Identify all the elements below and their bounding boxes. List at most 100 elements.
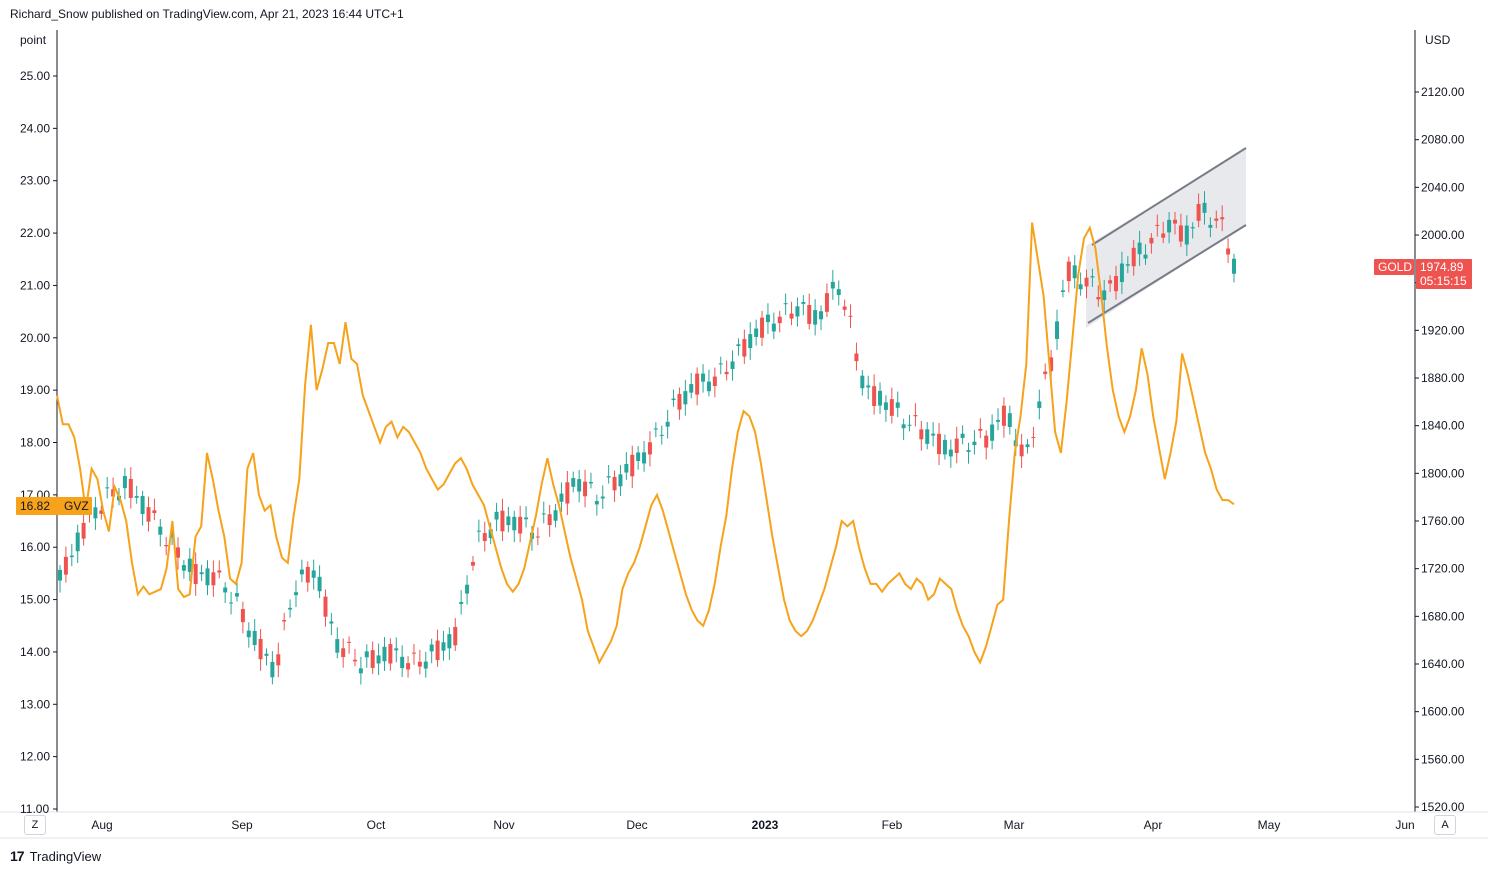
x-tick-label: Oct — [367, 818, 386, 832]
candle-body — [199, 572, 204, 575]
candle-body — [1190, 227, 1195, 229]
candle-body — [1125, 264, 1130, 266]
candle-body — [470, 561, 475, 566]
candle-body — [1143, 254, 1148, 259]
gvz-last-value: 16.82 — [20, 499, 50, 513]
candle-body — [394, 648, 399, 651]
rising-channel[interactable] — [1086, 147, 1247, 328]
candle-body — [376, 655, 381, 664]
candle-body — [712, 376, 717, 386]
candle-body — [1078, 284, 1083, 290]
zoom-toggle-button[interactable]: Z — [24, 815, 46, 835]
candle-body — [335, 639, 340, 653]
left-tick-label: 15.00 — [20, 593, 50, 607]
candle-body — [311, 570, 316, 578]
candle-body — [642, 452, 647, 464]
x-tick-label: Apr — [1144, 818, 1163, 832]
candle-body — [1114, 276, 1119, 292]
candle-body — [1043, 371, 1048, 375]
right-tick-label: 2120.00 — [1421, 85, 1465, 99]
candle-body — [99, 510, 104, 514]
candle-body — [600, 496, 605, 499]
right-tick-label: 1600.00 — [1421, 705, 1465, 719]
x-tick-label: Feb — [882, 818, 903, 832]
time-axis[interactable]: Aug Sep Oct Nov Dec 2023 Feb Mar Apr May Jun — [91, 818, 1414, 832]
right-axis-unit: USD — [1425, 33, 1451, 47]
candle-body — [146, 507, 151, 522]
gvz-value-label: 16.82 GVZ — [16, 497, 92, 515]
candle-body — [234, 593, 239, 597]
candle-body — [1102, 290, 1107, 301]
x-tick-label: Mar — [1004, 818, 1025, 832]
right-tick-label: 1840.00 — [1421, 419, 1465, 433]
candle-body — [565, 482, 570, 504]
attribution-text: Richard_Snow published on TradingView.co… — [10, 7, 404, 21]
candle-body — [93, 507, 98, 519]
candle-body — [358, 668, 363, 674]
candle-body — [948, 449, 953, 457]
candle-body — [1173, 219, 1178, 224]
candle-body — [695, 373, 700, 395]
left-tick-label: 18.00 — [20, 436, 50, 450]
candle-body — [925, 429, 930, 444]
tradingview-logo-icon: 17 — [10, 848, 25, 864]
candle-body — [1072, 265, 1077, 279]
candle-body — [152, 510, 157, 514]
candle-body — [883, 402, 888, 410]
candle-body — [1131, 247, 1136, 267]
candle-body — [453, 626, 458, 646]
candle-body — [689, 384, 694, 393]
candle-body — [1060, 290, 1065, 292]
candle-body — [1066, 261, 1071, 282]
candle-body — [1049, 357, 1054, 372]
candle-body — [1155, 224, 1160, 226]
candle-body — [913, 415, 918, 417]
candle-body — [128, 478, 133, 499]
candle-body — [1055, 321, 1060, 339]
candle-body — [264, 653, 269, 656]
candle-body — [1196, 203, 1201, 221]
channel-upper-line — [1091, 147, 1247, 246]
candle-body — [594, 501, 599, 505]
candle-body — [931, 433, 936, 436]
candle-body — [518, 516, 523, 534]
candle-body — [417, 661, 422, 667]
x-tick-label: Dec — [626, 818, 647, 832]
candle-body — [240, 609, 245, 623]
candle-body — [618, 474, 623, 487]
candle-body — [990, 424, 995, 441]
candle-body — [406, 663, 411, 670]
left-tick-label: 14.00 — [20, 645, 50, 659]
gold-countdown: 05:15:15 — [1420, 274, 1467, 288]
candle-body — [122, 475, 127, 489]
candle-body — [677, 394, 682, 410]
candle-body — [58, 569, 62, 581]
candle-body — [1214, 218, 1219, 221]
candle-body — [665, 421, 670, 427]
candle-body — [807, 304, 812, 324]
candle-body — [872, 386, 877, 406]
candle-body — [317, 576, 322, 592]
candle-body — [636, 452, 641, 462]
candle-body — [1007, 413, 1012, 428]
candle-body — [252, 630, 257, 646]
candle-body — [577, 479, 582, 492]
auto-scale-button[interactable]: A — [1434, 815, 1456, 835]
candle-body — [978, 428, 983, 431]
candle-body — [760, 317, 765, 338]
candle-body — [824, 293, 829, 312]
candle-body — [506, 516, 511, 526]
candle-body — [889, 399, 894, 416]
candle-body — [494, 511, 499, 520]
candle-body — [164, 544, 169, 547]
candle-body — [919, 429, 924, 440]
candle-body — [895, 402, 900, 408]
candle-body — [736, 344, 741, 347]
candle-body — [541, 513, 546, 515]
candle-body — [488, 529, 493, 539]
candle-body — [447, 634, 452, 649]
candle-body — [429, 644, 434, 652]
brand-name[interactable]: TradingView — [29, 848, 102, 864]
candle-body — [347, 641, 352, 643]
